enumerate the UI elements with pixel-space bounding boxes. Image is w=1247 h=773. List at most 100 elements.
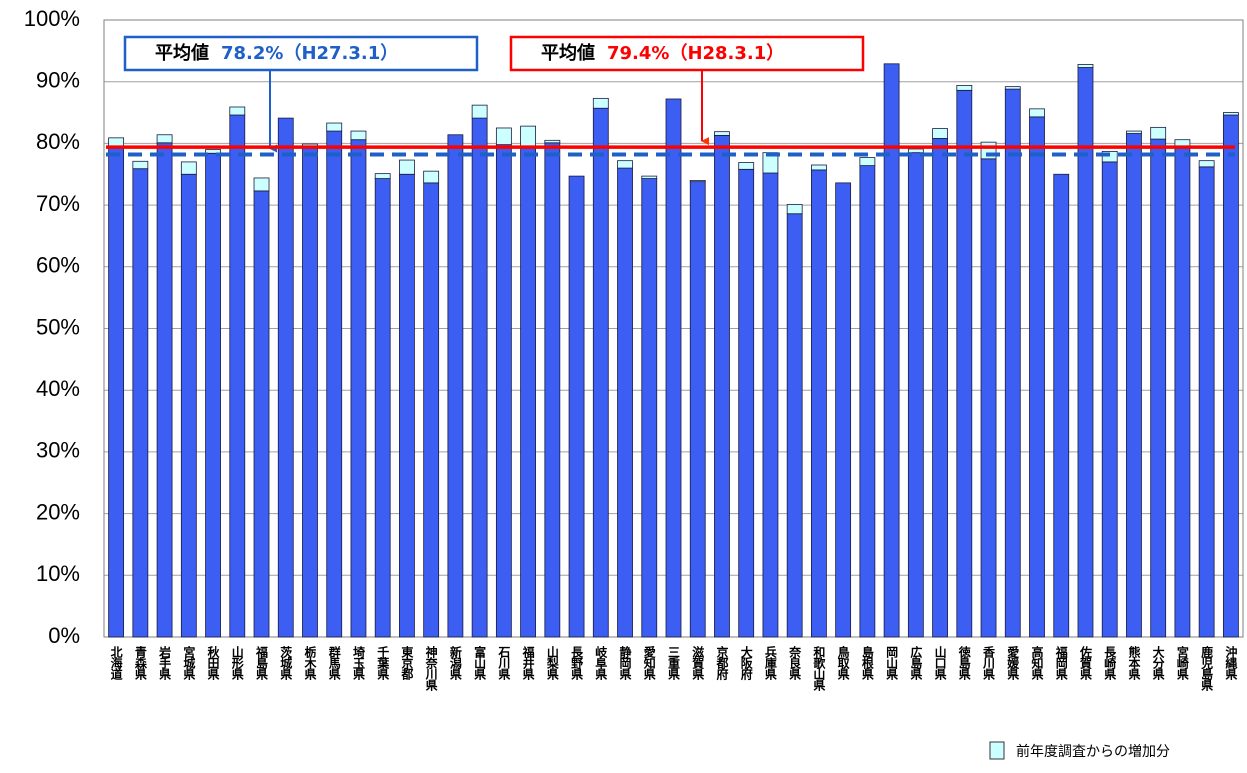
annotation: 平均値 79.4%（H28.3.1） — [541, 42, 784, 64]
y-tick-label: 60% — [36, 253, 80, 278]
bar-segment — [1126, 133, 1142, 638]
bar-segment — [156, 142, 173, 638]
bar-segment — [738, 168, 755, 638]
bar-segment — [762, 172, 779, 638]
bar-segment — [714, 134, 730, 638]
x-tick-label: 東京都 — [400, 645, 414, 681]
bar-segment — [544, 142, 561, 638]
annotation-prefix: 平均値 — [541, 42, 595, 64]
x-tick-label: 徳島県 — [957, 645, 971, 681]
bar-segment — [617, 160, 633, 169]
bar-segment — [932, 138, 948, 638]
bar-segment — [1222, 114, 1239, 638]
bar-segment — [1053, 173, 1070, 638]
x-tick-label: 神奈川県 — [424, 645, 438, 692]
bar-segment — [883, 63, 900, 638]
bar-segment — [1101, 151, 1118, 163]
bar-segment — [253, 190, 270, 638]
x-tick-label: 熊本県 — [1127, 645, 1141, 681]
bar-segment — [641, 178, 658, 638]
bar-segment — [520, 125, 536, 147]
x-tick-label: 山梨県 — [545, 645, 559, 681]
x-tick-label: 北海道 — [109, 645, 123, 681]
x-tick-label: 大阪府 — [739, 645, 753, 681]
annotation-value: 79.4%（H28.3.1） — [607, 43, 784, 64]
x-tick-label: 滋賀県 — [691, 645, 705, 681]
y-tick-label: 40% — [36, 376, 80, 401]
x-tick-label: 宮崎県 — [1175, 645, 1189, 681]
x-tick-label: 茨城県 — [279, 645, 293, 681]
bar-segment — [568, 175, 585, 638]
bar-segment — [1198, 166, 1215, 638]
x-tick-label: 岩手県 — [158, 645, 172, 681]
y-tick-label: 90% — [36, 68, 80, 93]
y-tick-label: 70% — [36, 191, 80, 216]
bar-segment — [520, 146, 536, 638]
bar-segment — [956, 89, 973, 638]
x-tick-label: 鹿児島県 — [1200, 645, 1214, 692]
bar-segment — [205, 149, 221, 154]
bar-segment — [1126, 130, 1142, 134]
x-tick-label: 佐賀県 — [1078, 645, 1092, 681]
x-tick-label: 栃木県 — [303, 645, 317, 681]
bar-segment — [374, 173, 391, 179]
x-tick-label: 奈良県 — [788, 645, 802, 681]
bar-segment — [665, 98, 682, 638]
bar-segment — [229, 114, 246, 638]
bar-segment — [205, 152, 221, 638]
bar-segment — [859, 157, 876, 167]
bar-segment — [471, 104, 488, 119]
x-tick-label: 宮城県 — [182, 645, 196, 681]
x-tick-label: 秋田県 — [206, 645, 220, 681]
annotation-box — [509, 35, 865, 72]
bar-segment — [495, 144, 512, 638]
annotation: 平均値 78.2%（H27.3.1） — [155, 42, 398, 64]
bar-segment — [617, 167, 633, 638]
bar-segment — [374, 178, 391, 638]
x-tick-label: 長野県 — [570, 645, 584, 681]
bar-segment — [423, 182, 440, 638]
y-tick-label: 0% — [48, 623, 80, 648]
x-tick-label: 高知県 — [1030, 645, 1044, 681]
x-tick-label: 和歌山県 — [812, 645, 826, 692]
bar-segment — [326, 130, 343, 638]
legend-swatch — [989, 741, 1005, 760]
bar-segment — [1077, 64, 1094, 68]
y-tick-label: 20% — [36, 499, 80, 524]
x-tick-label: 福井県 — [521, 645, 535, 681]
x-tick-label: 島根県 — [860, 645, 874, 681]
bar-segment — [253, 177, 270, 192]
bar-segment — [907, 148, 924, 154]
legend-label: 前年度調査からの増加分 — [1016, 743, 1170, 760]
x-tick-label: 静岡県 — [618, 645, 632, 681]
y-tick-label: 50% — [36, 314, 80, 339]
x-tick-label: 山口県 — [933, 645, 947, 681]
x-tick-label: 大分県 — [1151, 645, 1165, 681]
bar-segment — [907, 152, 924, 638]
bar-segment — [423, 170, 440, 184]
bar-segment — [132, 160, 149, 170]
bar-segment — [738, 162, 755, 170]
y-tick-label: 10% — [36, 561, 80, 586]
x-tick-label: 富山県 — [473, 645, 487, 681]
bar-segment — [1004, 88, 1021, 638]
bar-segment — [786, 204, 803, 215]
annotation-value: 78.2%（H27.3.1） — [221, 43, 398, 64]
x-tick-label: 岡山県 — [885, 646, 899, 681]
bar-segment — [350, 139, 367, 638]
x-tick-label: 沖縄県 — [1224, 645, 1238, 681]
x-tick-label: 福島県 — [255, 645, 269, 681]
bar-segment — [544, 139, 561, 144]
bar-segment — [447, 134, 464, 638]
bar-segment — [980, 158, 997, 638]
bar-segment — [399, 159, 415, 175]
x-tick-label: 岐阜県 — [594, 645, 608, 681]
annotation-box — [123, 35, 479, 72]
bar-segment — [108, 146, 125, 638]
bar-segment — [1174, 146, 1191, 638]
x-tick-label: 鳥取県 — [836, 645, 850, 681]
bar-segment — [592, 97, 609, 109]
x-tick-label: 福岡県 — [1054, 645, 1068, 681]
bar-segment — [1004, 86, 1021, 90]
x-tick-label: 群馬県 — [327, 645, 341, 681]
